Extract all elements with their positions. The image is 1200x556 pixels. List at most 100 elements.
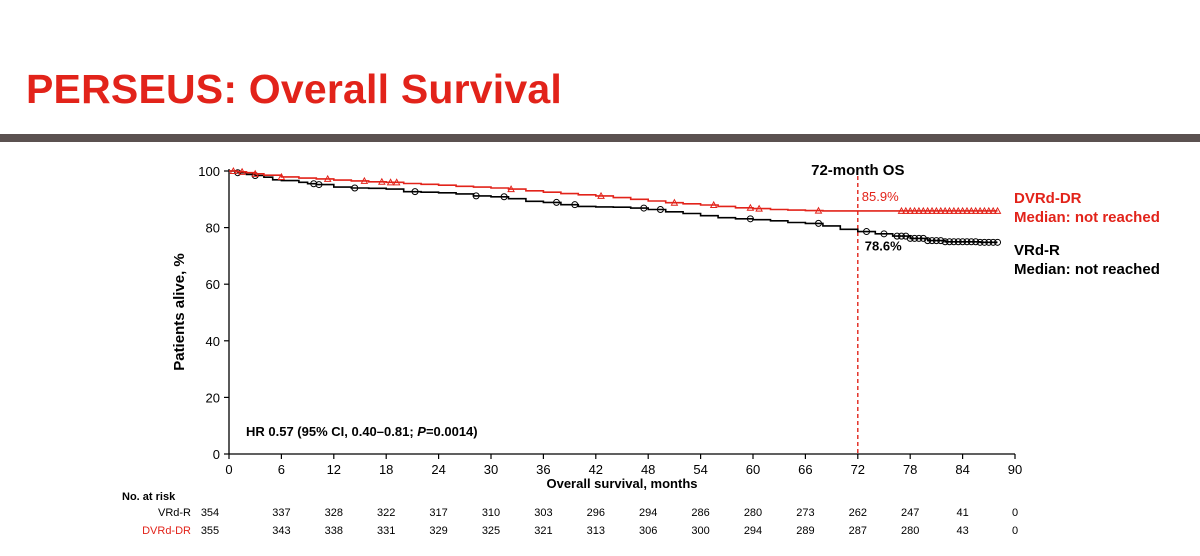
risk-count-dvrd-dr: 338 bbox=[325, 525, 343, 537]
vrd-r-legend-median: Median: not reached bbox=[1014, 261, 1160, 278]
dvrd-dr-censor-mark bbox=[963, 206, 971, 214]
vrd-r-censor-mark bbox=[411, 188, 419, 196]
dvrd-dr-censor-mark bbox=[238, 167, 246, 175]
dvrd-dr-censor-mark bbox=[958, 206, 967, 214]
dvrd-dr-censor-mark bbox=[941, 206, 949, 214]
dvrd-dr-censor-mark bbox=[360, 176, 369, 184]
vrd-r-censor-mark bbox=[954, 238, 962, 246]
vrd-r-censor-mark bbox=[656, 205, 664, 213]
risk-count-dvrd-dr: 331 bbox=[377, 525, 395, 537]
x-tick-label: 78 bbox=[903, 462, 917, 477]
dvrd-dr-legend-name: DVRd-DR bbox=[1014, 190, 1082, 207]
y-tick-label: 80 bbox=[206, 221, 220, 236]
vrd-r-censor-mark bbox=[815, 219, 822, 227]
x-tick-label: 90 bbox=[1008, 462, 1022, 477]
x-tick-label: 48 bbox=[641, 462, 655, 477]
x-tick-label: 54 bbox=[693, 462, 707, 477]
risk-count-vrd-r: 354 bbox=[201, 507, 219, 519]
vrd-r-censor-mark bbox=[946, 238, 953, 246]
vrd-r-censor-mark bbox=[906, 234, 914, 242]
vrd-r-censor-mark bbox=[571, 201, 579, 209]
slide-title: PERSEUS: Overall Survival bbox=[26, 66, 562, 112]
risk-count-vrd-r: 262 bbox=[849, 507, 867, 519]
vrd-r-censor-mark bbox=[972, 238, 980, 246]
risk-count-vrd-r: 328 bbox=[325, 507, 343, 519]
reference-line-label: 72-month OS bbox=[811, 162, 904, 179]
vrd-r-censor-mark bbox=[640, 204, 648, 212]
dvrd-dr-72-month-value: 85.9% bbox=[862, 189, 899, 204]
risk-count-vrd-r: 296 bbox=[587, 507, 605, 519]
dvrd-dr-censor-mark bbox=[923, 206, 932, 214]
vrd-r-censor-mark bbox=[310, 180, 318, 188]
x-tick-label: 72 bbox=[851, 462, 865, 477]
x-tick-label: 36 bbox=[536, 462, 550, 477]
vrd-r-censor-mark bbox=[989, 238, 997, 246]
dvrd-dr-censor-mark bbox=[507, 185, 515, 193]
risk-count-vrd-r: 280 bbox=[744, 507, 762, 519]
x-tick-label: 84 bbox=[955, 462, 969, 477]
y-tick-label: 20 bbox=[206, 390, 220, 405]
risk-count-vrd-r: 247 bbox=[901, 507, 919, 519]
dvrd-dr-censor-mark bbox=[709, 200, 718, 208]
risk-count-dvrd-dr: 313 bbox=[587, 525, 605, 537]
risk-count-vrd-r: 317 bbox=[429, 507, 447, 519]
dvrd-dr-censor-mark bbox=[377, 177, 386, 185]
dvrd-dr-censor-mark bbox=[323, 174, 332, 182]
risk-count-vrd-r: 273 bbox=[796, 507, 814, 519]
risk-count-dvrd-dr: 321 bbox=[534, 525, 552, 537]
vrd-r-censor-mark bbox=[976, 238, 984, 246]
dvrd-dr-censor-mark bbox=[906, 206, 915, 214]
x-tick-label: 30 bbox=[484, 462, 498, 477]
vrd-r-censor-mark bbox=[937, 237, 945, 245]
x-tick-label: 18 bbox=[379, 462, 393, 477]
x-tick-label: 42 bbox=[589, 462, 603, 477]
vrd-r-censor-mark bbox=[967, 238, 975, 246]
risk-count-vrd-r: 286 bbox=[691, 507, 709, 519]
dvrd-dr-censor-mark bbox=[910, 206, 919, 214]
vrd-r-censor-mark bbox=[897, 232, 905, 240]
title-divider bbox=[0, 134, 1200, 142]
dvrd-dr-censor-mark bbox=[746, 203, 755, 211]
dvrd-dr-censor-mark bbox=[993, 206, 1002, 214]
vrd-r-censor-mark bbox=[928, 237, 936, 245]
vrd-r-censor-mark bbox=[863, 228, 871, 236]
x-tick-label: 6 bbox=[278, 462, 285, 477]
x-tick-label: 66 bbox=[798, 462, 812, 477]
x-tick-label: 24 bbox=[431, 462, 445, 477]
risk-count-dvrd-dr: 306 bbox=[639, 525, 657, 537]
dvrd-dr-survival-curve bbox=[229, 170, 998, 212]
dvrd-dr-censor-mark bbox=[980, 206, 989, 214]
risk-count-dvrd-dr: 280 bbox=[901, 525, 919, 537]
dvrd-dr-censor-mark bbox=[755, 204, 763, 212]
vrd-r-censor-mark bbox=[959, 238, 967, 246]
vrd-r-censor-mark bbox=[980, 238, 988, 246]
vrd-r-censor-mark bbox=[351, 184, 359, 192]
dvrd-dr-censor-mark bbox=[229, 166, 238, 174]
dvrd-dr-censor-mark bbox=[897, 206, 906, 214]
dvrd-dr-censor-mark bbox=[277, 172, 286, 180]
dvrd-dr-censor-mark bbox=[928, 206, 936, 214]
vrd-r-censor-mark bbox=[915, 234, 923, 242]
vrd-r-72-month-value: 78.6% bbox=[865, 239, 902, 254]
risk-count-dvrd-dr: 300 bbox=[691, 525, 709, 537]
vrd-r-survival-curve bbox=[229, 170, 998, 244]
vrd-r-censor-mark bbox=[924, 237, 932, 245]
dvrd-dr-censor-mark bbox=[971, 206, 980, 214]
vrd-r-censor-mark bbox=[932, 237, 940, 245]
dvrd-dr-censor-mark bbox=[945, 206, 954, 214]
risk-table-title: No. at risk bbox=[122, 491, 176, 503]
dvrd-dr-censor-mark bbox=[386, 178, 395, 186]
dvrd-dr-censor-mark bbox=[392, 178, 401, 186]
risk-count-dvrd-dr: 325 bbox=[482, 525, 500, 537]
dvrd-dr-censor-mark bbox=[670, 198, 679, 206]
dvrd-dr-censor-mark bbox=[954, 206, 963, 214]
risk-count-vrd-r: 337 bbox=[272, 507, 290, 519]
dvrd-dr-censor-mark bbox=[932, 206, 941, 214]
vrd-r-censor-mark bbox=[472, 192, 480, 200]
risk-count-vrd-r: 303 bbox=[534, 507, 552, 519]
vrd-r-censor-mark bbox=[500, 193, 508, 201]
dvrd-dr-censor-mark bbox=[251, 169, 260, 177]
y-tick-label: 0 bbox=[213, 447, 220, 462]
x-tick-label: 12 bbox=[327, 462, 341, 477]
